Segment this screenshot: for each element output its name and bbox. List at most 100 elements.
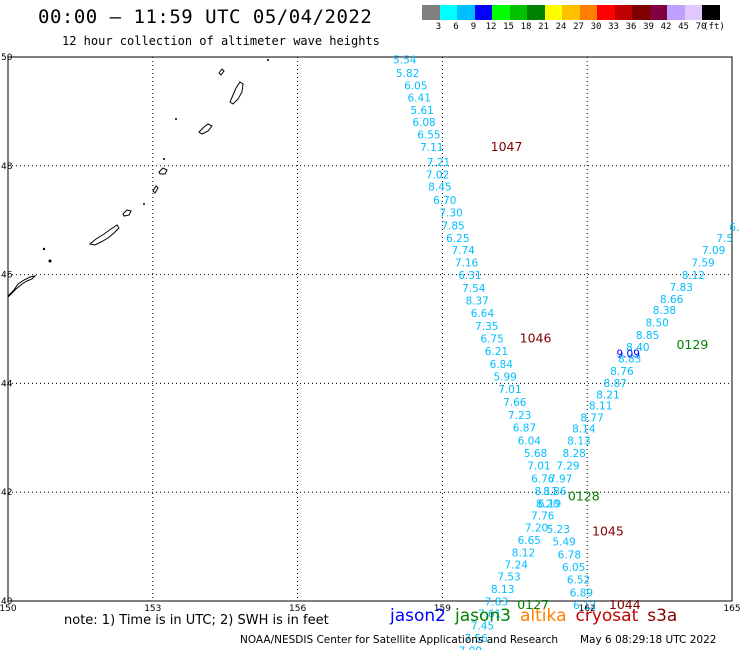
colorbar-swatch	[492, 5, 510, 20]
colorbar-swatch	[509, 5, 527, 20]
swh-value: 8.13	[491, 584, 514, 596]
swh-value: 8.13	[567, 435, 590, 447]
swh-value: 7.45	[471, 620, 494, 632]
kuril-islet-1	[42, 247, 46, 251]
swh-value: 5.54	[393, 55, 417, 67]
swh-value: 8.11	[534, 486, 557, 498]
swh-colorbar	[422, 5, 720, 20]
map-title: 00:00 — 11:59 UTC 05/04/2022	[38, 6, 373, 28]
swh-value: 6.76	[531, 473, 555, 485]
colorbar-tick-label: 18	[520, 22, 532, 32]
colorbar-swatch	[597, 5, 615, 20]
colorbar-tick-label: 21	[538, 22, 549, 32]
swh-value: 6.25	[446, 233, 469, 245]
swh-value: 8.21	[596, 390, 619, 402]
mission-cryosat: cryosat	[575, 606, 639, 626]
colorbar-swatch	[702, 5, 720, 20]
colorbar-swatch	[649, 5, 667, 20]
map-footer: NOAA/NESDIS Center for Satellite Applica…	[240, 634, 716, 646]
swh-value: 6.41	[408, 93, 431, 105]
swh-value: 8.14	[572, 423, 596, 435]
pass-time-label: 1046	[520, 331, 552, 346]
swh-value: 6.70	[433, 195, 456, 207]
swh-value: 7.85	[441, 220, 464, 232]
swh-value: 5.23	[547, 524, 570, 536]
mission-legend: jason2 jason3 altika cryosat s3a	[390, 606, 686, 626]
swh-value: 8.45	[428, 181, 451, 193]
swh-value: 7.30	[439, 207, 462, 219]
swh-value: 7.16	[455, 257, 479, 269]
pass-time-label: 0128	[568, 488, 600, 503]
swh-value: 7.54	[462, 283, 486, 295]
kuril-islet-6	[267, 59, 269, 61]
swh-colorbar-labels: 3 6 9 12 15 18 21 24 27 30 33 36 39 42 45 70 (ft)	[422, 22, 740, 34]
swh-value: 6.75	[480, 334, 503, 346]
latitude-label: 42	[1, 488, 12, 498]
axis-labels: 150 153 156 159 162 165 50 48 46 44 42 40	[0, 53, 740, 614]
kuril-island-6	[229, 81, 244, 105]
kuril-islet-4	[163, 158, 165, 160]
swh-value: 8.50	[645, 317, 668, 329]
swh-value: 7.66	[503, 397, 527, 409]
swh-value: 8.66	[660, 294, 684, 306]
swh-value: 6.78	[558, 550, 581, 562]
swh-value: 6.21	[485, 346, 508, 358]
mission-jason2: jason2	[390, 606, 446, 626]
swh-value: 6.31	[458, 270, 481, 282]
colorbar-tick-label: 33	[608, 22, 619, 32]
swh-value: 7.53	[497, 571, 520, 583]
swh-value: 6.52	[567, 575, 590, 587]
longitude-label: 162	[579, 604, 596, 614]
kuril-island-3	[152, 185, 159, 194]
altimeter-pass: 6.7.57.097.598.127.838.668.388.508.858.4…	[459, 222, 740, 650]
colorbar-tick-label: 45	[678, 22, 689, 32]
swh-value: 6.12	[573, 600, 596, 612]
swh-value: 8.20	[536, 498, 559, 510]
coastline-kamchatka-tip	[7, 275, 37, 299]
swh-value: 5.49	[552, 537, 575, 549]
altimeter-passes: 5.545.826.056.415.616.086.557.117.217.02…	[393, 55, 739, 650]
swh-value: 6.19	[538, 498, 561, 510]
coastline	[7, 59, 269, 299]
map-frame	[7, 56, 733, 602]
swh-value: 7.59	[691, 257, 714, 269]
swh-value: 7.01	[527, 460, 550, 472]
swh-value: 7.83	[670, 282, 693, 294]
swh-value: 8.11	[589, 401, 612, 413]
kuril-island-1	[88, 224, 120, 246]
swh-value: 6.05	[562, 562, 585, 574]
kuril-island-5	[198, 123, 213, 135]
swh-value: 6.	[729, 222, 739, 234]
latitude-label: 40	[1, 597, 13, 607]
swh-value: 8.37	[465, 296, 488, 308]
swh-value: 7.35	[475, 321, 498, 333]
swh-value: 8.76	[610, 366, 634, 378]
altimeter-pass: 9.09 0128	[568, 348, 640, 503]
latitude-label: 48	[1, 162, 13, 172]
swh-value: 7.97	[549, 473, 572, 485]
swh-value: 7.5	[716, 233, 733, 245]
colorbar-tick-label: 70	[695, 22, 707, 32]
swh-value: 7.74	[451, 245, 475, 257]
pass-time-label: 1047	[491, 139, 523, 154]
swh-value: 8.87	[603, 378, 626, 390]
mission-jason3: jason3	[455, 606, 511, 626]
swh-value: 7.21	[427, 157, 450, 169]
colorbar-tick-label: 6	[453, 22, 459, 32]
swh-value: 6.55	[417, 130, 440, 142]
colorbar-swatch	[684, 5, 702, 20]
mission-s3a: s3a	[647, 606, 678, 626]
pass-time-label: 0127	[517, 597, 549, 612]
swh-value: 5.82	[396, 68, 419, 80]
colorbar-swatch	[474, 5, 492, 20]
swh-value: 7.76	[531, 510, 555, 522]
altimeter-pass: 5.545.826.056.415.616.086.557.117.217.02…	[393, 55, 596, 613]
map-subtitle: 12 hour collection of altimeter wave hei…	[62, 34, 380, 48]
swh-value: 5.68	[524, 448, 547, 460]
swh-value: 7.29	[556, 460, 579, 472]
swh-value: 7.09	[702, 245, 725, 257]
swh-value: 5.61	[410, 105, 433, 117]
altimeter-pass: 1044	[609, 597, 641, 612]
colorbar-tick-label: (ft)	[703, 22, 725, 32]
